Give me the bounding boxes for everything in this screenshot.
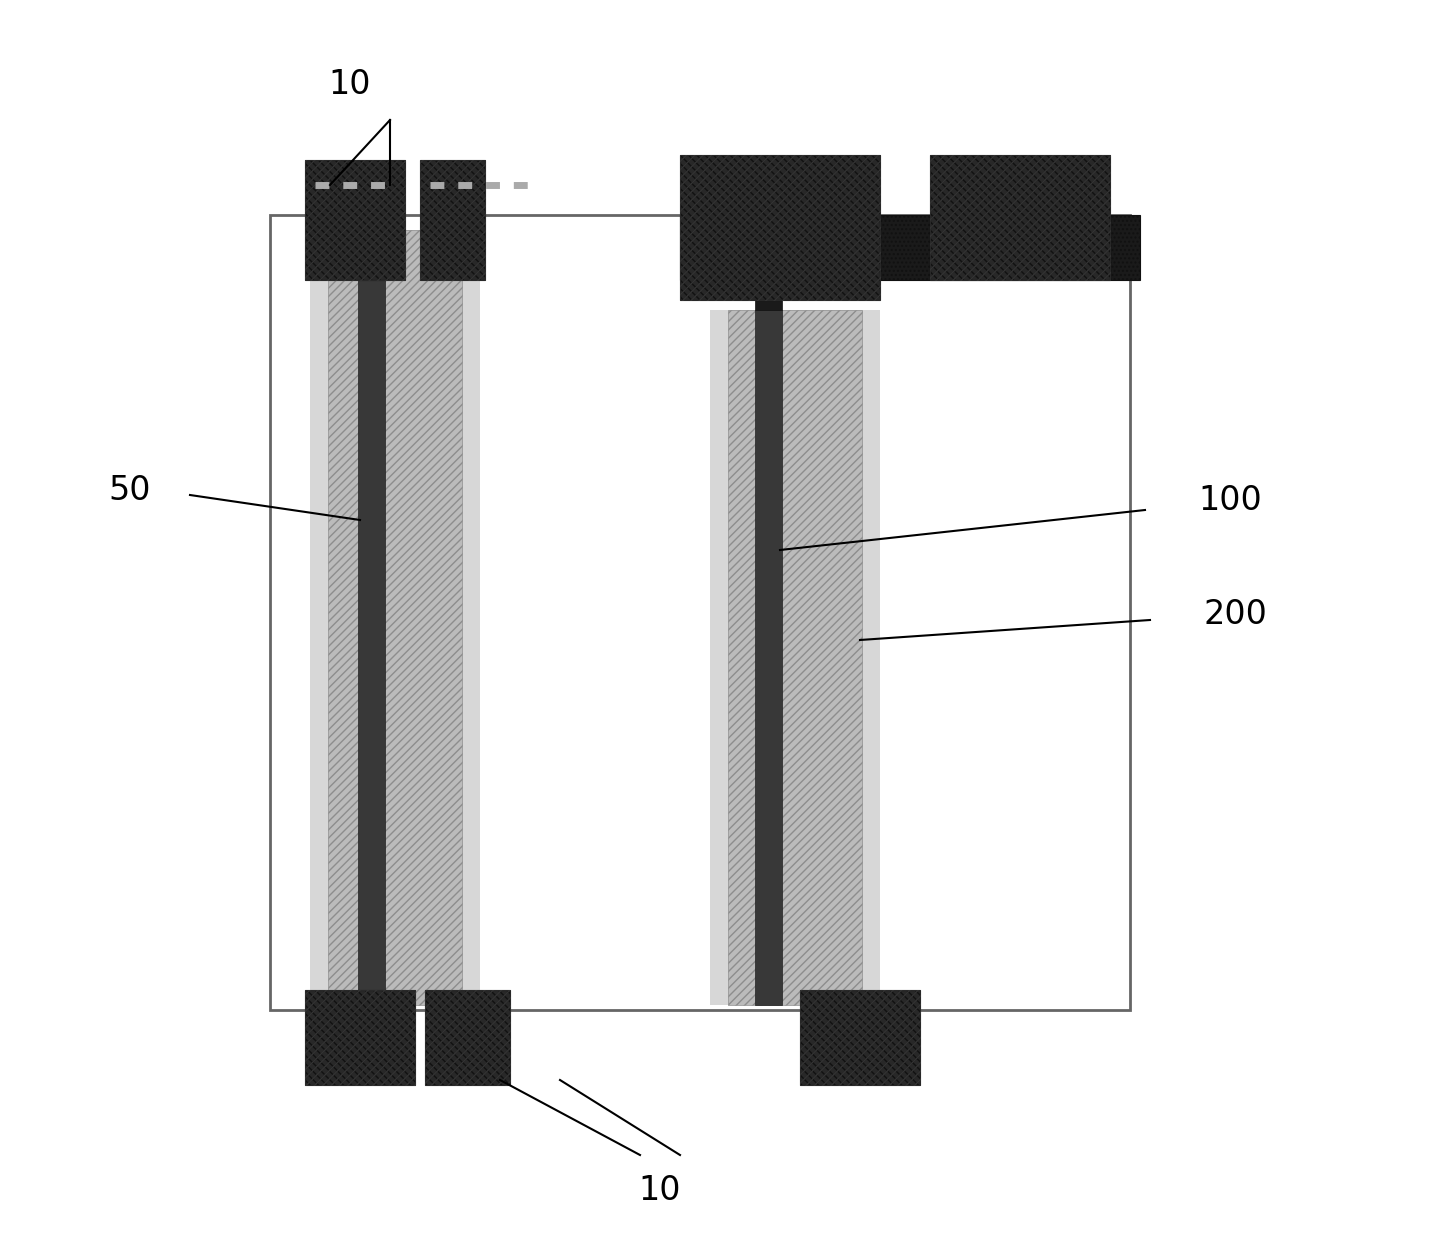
Bar bbox=[305, 990, 414, 1086]
Bar bbox=[800, 990, 921, 1086]
Bar bbox=[305, 161, 404, 280]
Bar bbox=[754, 310, 782, 1005]
Bar bbox=[680, 215, 1140, 280]
Bar bbox=[728, 310, 862, 1005]
Text: 50: 50 bbox=[109, 473, 151, 506]
Text: 100: 100 bbox=[1199, 483, 1262, 516]
Bar bbox=[931, 156, 1110, 280]
Bar bbox=[328, 230, 462, 1005]
Text: 200: 200 bbox=[1203, 599, 1266, 631]
Bar bbox=[931, 156, 1110, 280]
Bar bbox=[305, 161, 404, 280]
Bar bbox=[420, 161, 485, 280]
Text: 10: 10 bbox=[328, 68, 371, 101]
Text: 10: 10 bbox=[638, 1173, 681, 1207]
Bar bbox=[754, 280, 782, 310]
Bar bbox=[310, 230, 480, 1005]
Bar bbox=[305, 990, 414, 1086]
Bar bbox=[680, 156, 880, 300]
Bar bbox=[420, 161, 485, 280]
Bar bbox=[424, 990, 511, 1086]
Bar bbox=[680, 156, 880, 300]
Bar bbox=[424, 990, 511, 1086]
Bar bbox=[358, 230, 384, 1005]
Bar bbox=[800, 990, 921, 1086]
Bar bbox=[270, 215, 1130, 1010]
Bar bbox=[710, 310, 880, 1005]
